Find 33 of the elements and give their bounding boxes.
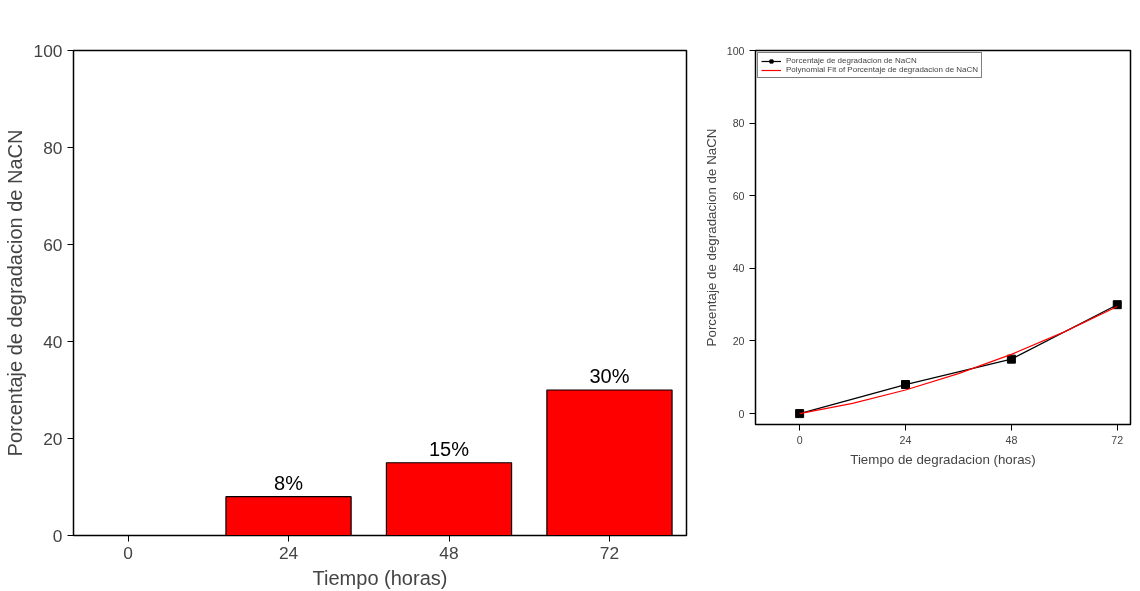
x-axis-title: Tiempo de degradacion (horas) bbox=[850, 451, 1036, 467]
y-tick-label: 20 bbox=[732, 334, 745, 347]
y-tick-label: 0 bbox=[52, 525, 63, 546]
x-tick-label: 0 bbox=[123, 542, 133, 563]
y-axis-title: Porcentaje de degradacion de NaCN bbox=[703, 128, 719, 347]
y-tick-label: 100 bbox=[726, 44, 745, 57]
y-tick-label: 60 bbox=[732, 189, 745, 202]
data-label: 30% bbox=[589, 365, 630, 387]
legend-label: Porcentaje de degradacion de NaCN bbox=[786, 56, 917, 65]
point bbox=[1112, 300, 1122, 310]
data-label: 15% bbox=[428, 437, 470, 460]
y-tick-label: 60 bbox=[43, 234, 63, 255]
x-tick-label: 72 bbox=[599, 542, 620, 563]
y-tick-label: 40 bbox=[43, 331, 63, 352]
x-axis-title: Tiempo (horas) bbox=[312, 566, 448, 589]
y-tick-label: 40 bbox=[732, 262, 745, 275]
x-tick-label: 24 bbox=[899, 433, 912, 446]
legend-label: Polynomial Fit of Porcentaje de degradacion de NaCN bbox=[786, 65, 979, 74]
x-tick-label: 48 bbox=[439, 542, 459, 563]
y-tick-label: 100 bbox=[33, 40, 63, 61]
x-tick-label: 24 bbox=[278, 542, 299, 563]
point bbox=[795, 409, 805, 419]
y-tick-label: 0 bbox=[738, 407, 745, 420]
x-tick-label: 48 bbox=[1005, 433, 1018, 446]
y-tick-label: 20 bbox=[43, 428, 63, 449]
point bbox=[1006, 354, 1016, 364]
point bbox=[901, 380, 910, 390]
x-tick-label: 72 bbox=[1111, 433, 1124, 446]
x-tick-label: 0 bbox=[796, 433, 803, 446]
y-tick-label: 80 bbox=[43, 137, 63, 158]
y-tick-label: 80 bbox=[732, 117, 745, 130]
y-axis-title: Porcentaje de degradacion de NaCN bbox=[3, 129, 26, 457]
data-label: 8% bbox=[274, 471, 304, 494]
